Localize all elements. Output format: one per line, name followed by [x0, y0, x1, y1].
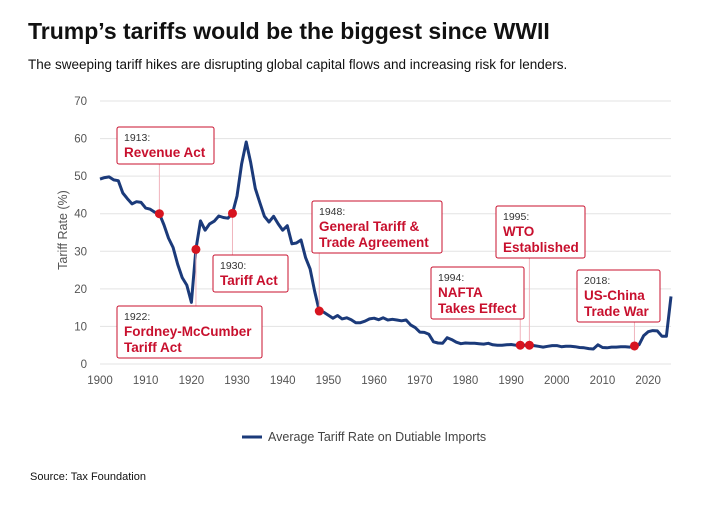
x-tick-label: 2010: [590, 375, 616, 387]
series-line-0: [99, 140, 673, 351]
annotation-marker: [629, 341, 639, 351]
x-tick-label: 1910: [133, 375, 159, 387]
x-tick-label: 1990: [498, 375, 524, 387]
legend-label: Average Tariff Rate on Dutiable Imports: [268, 430, 486, 444]
annotation-year: 1994:: [438, 272, 464, 284]
annotation-box: [311, 200, 443, 254]
annotation-marker: [191, 244, 201, 254]
annotation-box: [116, 126, 215, 165]
x-tick-label: 1940: [270, 375, 296, 387]
annotation-label: US-China Trade War: [584, 288, 650, 319]
x-tick-label: 2020: [635, 375, 661, 387]
y-axis-ticks: 0 10 20 30 40 50 60 70: [74, 96, 87, 371]
annotation-label: Tariff Act: [220, 273, 278, 288]
series-layer: [99, 140, 673, 351]
chart-title: Trump’s tariffs would be the biggest sin…: [28, 18, 550, 44]
x-tick-label: 2000: [544, 375, 570, 387]
annotation-2: 1930:Tariff Act: [212, 208, 289, 293]
annotations-layer: 1913:Revenue Act 1922:Fordney-McCumber Tar…: [116, 126, 661, 359]
y-tick-label: 30: [74, 246, 87, 258]
annotation-3: 1948:General Tariff & Trade Agreement: [311, 200, 443, 316]
y-tick-label: 10: [74, 321, 87, 333]
annotation-year: 1913:: [124, 132, 150, 144]
annotation-marker: [154, 209, 164, 219]
annotation-year: 2018:: [584, 275, 610, 287]
y-tick-label: 40: [74, 209, 87, 221]
annotation-1: 1922:Fordney-McCumber Tariff Act: [116, 244, 263, 359]
y-tick-label: 0: [81, 359, 87, 371]
annotation-0: 1913:Revenue Act: [116, 126, 215, 219]
legend: Average Tariff Rate on Dutiable Imports: [242, 430, 486, 444]
x-axis-ticks: 1900 1910 1920 1930 1940 1950 1960 1970 1980 1990…: [87, 375, 661, 387]
annotation-year: 1930:: [220, 260, 246, 272]
chart-subtitle: The sweeping tariff hikes are disrupting…: [28, 57, 568, 72]
y-axis-label: Tariff Rate (%): [56, 190, 70, 270]
annotation-box: [576, 269, 661, 323]
annotation-box: [212, 254, 289, 293]
annotation-6: 2018:US-China Trade War: [576, 269, 661, 351]
y-tick-label: 70: [74, 96, 87, 108]
annotation-marker: [227, 208, 237, 218]
annotation-year: 1948:: [319, 206, 345, 218]
x-tick-label: 1900: [87, 375, 113, 387]
x-tick-label: 1970: [407, 375, 433, 387]
annotation-5: 1995:WTO Established: [495, 205, 586, 350]
x-tick-label: 1960: [361, 375, 387, 387]
annotation-year: 1995:: [503, 211, 529, 223]
annotation-box: [116, 305, 263, 359]
x-tick-label: 1950: [316, 375, 342, 387]
annotation-year: 1922:: [124, 311, 150, 323]
annotation-label: WTO Established: [503, 224, 579, 255]
y-tick-label: 50: [74, 171, 87, 183]
x-tick-label: 1980: [453, 375, 479, 387]
annotation-marker: [515, 340, 525, 350]
x-tick-label: 1930: [224, 375, 250, 387]
y-tick-label: 20: [74, 284, 87, 296]
annotation-label: NAFTA Takes Effect: [438, 285, 517, 316]
annotation-box: [495, 205, 586, 259]
annotation-label: Fordney-McCumber Tariff Act: [124, 324, 252, 355]
annotation-4: 1994:NAFTA Takes Effect: [430, 266, 525, 350]
source-note: Source: Tax Foundation: [30, 471, 146, 483]
x-tick-label: 1920: [179, 375, 205, 387]
annotation-marker: [314, 306, 324, 316]
annotation-marker: [524, 340, 534, 350]
annotation-label: General Tariff & Trade Agreement: [319, 219, 429, 250]
annotation-box: [430, 266, 525, 320]
y-tick-label: 60: [74, 134, 87, 146]
annotation-label: Revenue Act: [124, 145, 206, 160]
